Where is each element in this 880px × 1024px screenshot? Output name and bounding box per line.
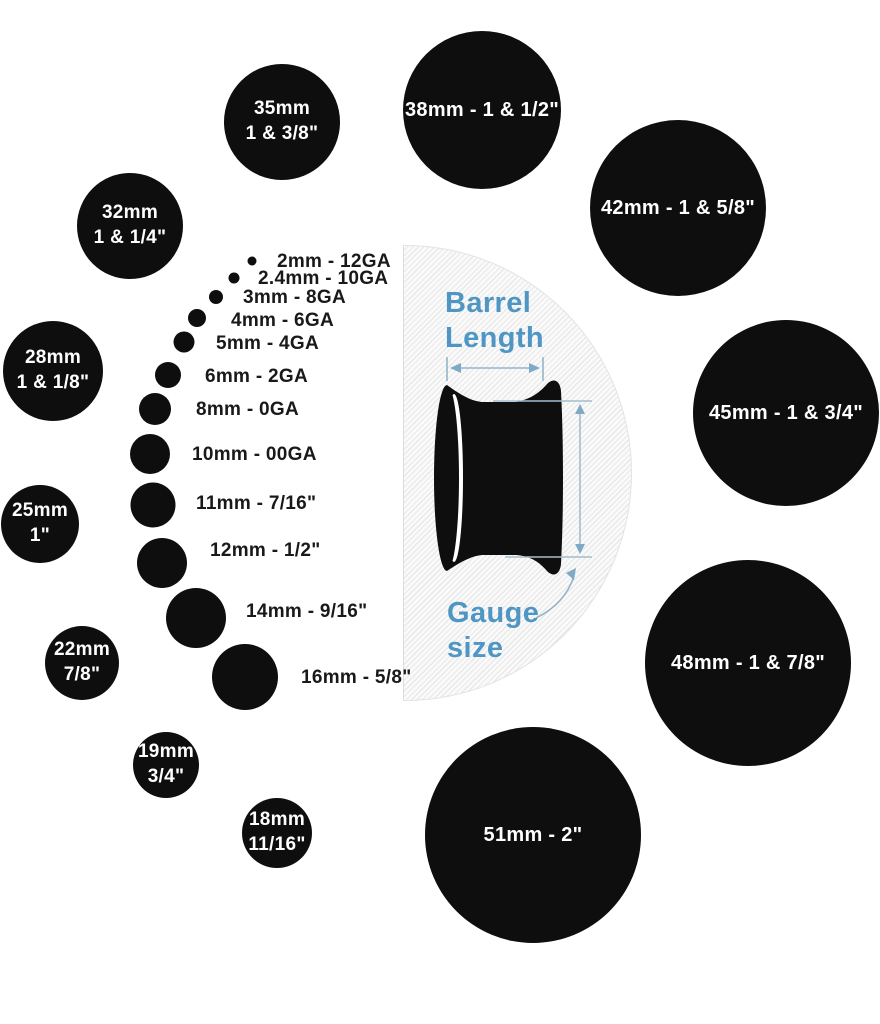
gauge-dot-14mm	[166, 588, 226, 648]
gauge-dot-11mm	[130, 482, 176, 528]
gauge-dot-label: 2mm - 12GA	[277, 251, 391, 272]
gauge-dot-label: 12mm - 1/2"	[210, 540, 321, 561]
circle-size-mm: 25mm	[11, 500, 69, 522]
size-circle-48: 48mm - 1 & 7/8"	[645, 560, 851, 766]
circle-size-mm: 19mm	[137, 741, 195, 763]
barrel-length-label: Barrel Length	[445, 287, 545, 355]
circle-size-inches: 1 & 3/8"	[245, 123, 319, 144]
circle-size-inches: 1 & 1/8"	[16, 372, 90, 393]
gauge-dot-label: 16mm - 5/8"	[301, 667, 412, 688]
size-circle-18: 18mm 11/16"	[242, 798, 312, 868]
gauge-dot-label: 8mm - 0GA	[196, 399, 300, 420]
plug-illustration	[434, 357, 592, 619]
circle-size-label: 38mm - 1 & 1/2"	[404, 99, 560, 121]
gauge-dot-2mm	[247, 256, 257, 266]
size-circle-25: 25mm 1"	[1, 485, 79, 563]
gauge-dot-label: 3mm - 8GA	[243, 287, 347, 308]
gauge-dot-10mm	[130, 434, 170, 474]
size-circle-51: 51mm - 2"	[425, 727, 641, 943]
size-circle-38: 38mm - 1 & 1/2"	[403, 31, 561, 189]
circle-size-mm: 35mm	[253, 98, 311, 120]
circle-size-label: 42mm - 1 & 5/8"	[600, 197, 756, 219]
circle-size-label: 48mm - 1 & 7/8"	[670, 652, 826, 674]
gauge-dot-6mm	[155, 362, 181, 388]
gauge-dot-label: 6mm - 2GA	[205, 366, 309, 387]
size-circle-42: 42mm - 1 & 5/8"	[590, 120, 766, 296]
size-circle-19: 19mm 3/4"	[133, 732, 199, 798]
gauge-dot-label: 4mm - 6GA	[231, 310, 335, 331]
gauge-dot-2.4mm	[228, 272, 240, 284]
circle-size-inches: 3/4"	[147, 766, 185, 787]
gauge-dot-label: 5mm - 4GA	[216, 333, 320, 354]
barrel-length-arrow	[446, 357, 544, 381]
size-circle-32: 32mm 1 & 1/4"	[77, 173, 183, 279]
circle-size-mm: 32mm	[101, 202, 159, 224]
gauge-dot-16mm	[212, 644, 278, 710]
gauge-dot-label: 14mm - 9/16"	[246, 601, 368, 622]
gauge-dot-4mm	[188, 309, 206, 327]
gauge-size-label: Gauge size	[447, 597, 540, 665]
size-circle-22: 22mm 7/8"	[45, 626, 119, 700]
gauge-dot-label: 11mm - 7/16"	[196, 493, 317, 514]
circle-size-mm: 18mm	[248, 809, 306, 831]
plug-silhouette	[434, 380, 563, 575]
circle-size-label: 45mm - 1 & 3/4"	[708, 402, 864, 424]
gauge-dot-8mm	[139, 393, 171, 425]
circle-size-inches: 7/8"	[63, 664, 101, 685]
size-circle-45: 45mm - 1 & 3/4"	[693, 320, 879, 506]
circle-size-inches: 1"	[29, 525, 51, 546]
gauge-dot-label: 10mm - 00GA	[192, 444, 317, 465]
circle-size-mm: 28mm	[24, 347, 82, 369]
circle-size-label: 51mm - 2"	[483, 824, 583, 846]
size-circle-28: 28mm 1 & 1/8"	[3, 321, 103, 421]
gauge-dot-5mm	[173, 331, 195, 353]
gauge-pointer-curve	[535, 568, 576, 619]
circle-size-inches: 1 & 1/4"	[93, 227, 167, 248]
gauge-dot-12mm	[137, 538, 187, 588]
gauge-dot-3mm	[209, 290, 223, 304]
circle-size-inches: 11/16"	[248, 834, 306, 855]
circle-size-mm: 22mm	[53, 639, 111, 661]
gauge-dot-label: 2.4mm - 10GA	[258, 268, 389, 289]
gauge-size-arrow	[493, 400, 592, 558]
size-circle-35: 35mm 1 & 3/8"	[224, 64, 340, 180]
